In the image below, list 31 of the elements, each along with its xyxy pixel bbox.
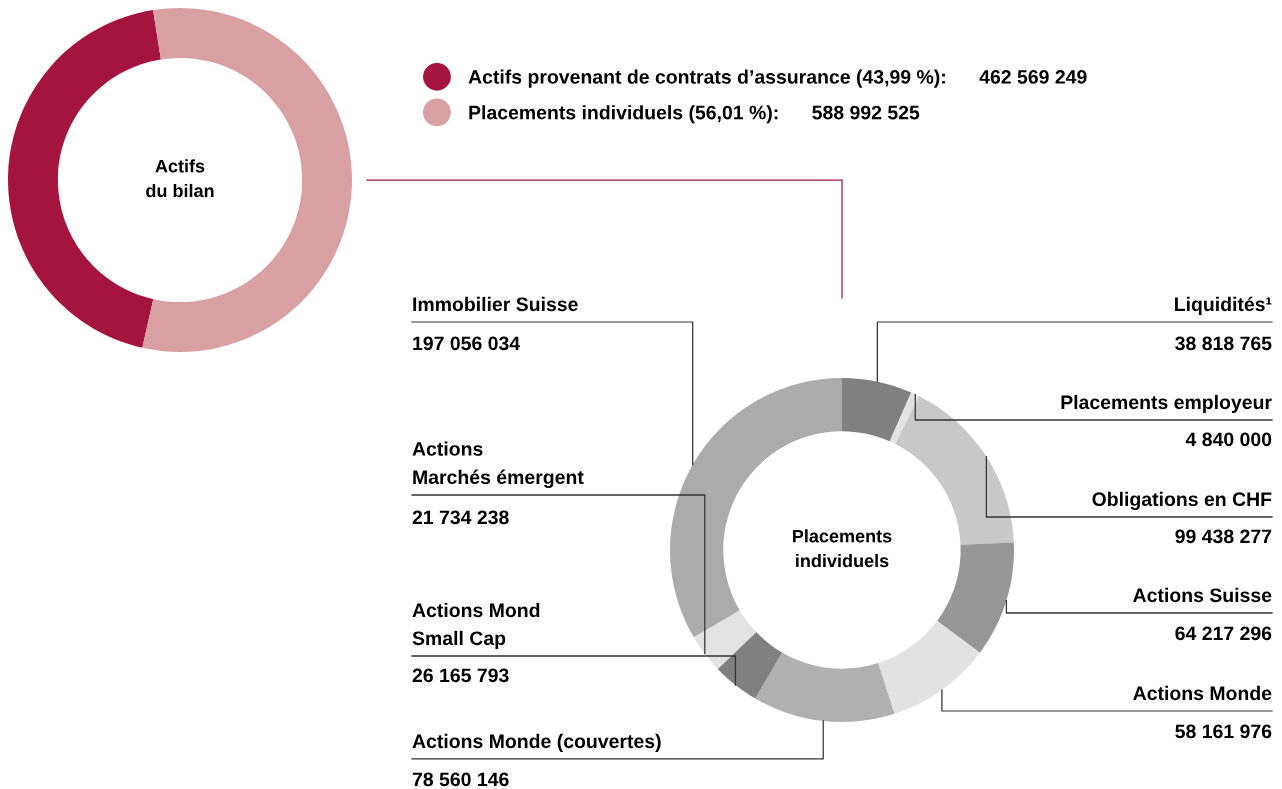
slice-label: Actions Marchés émergent xyxy=(412,441,584,488)
slice-label: Actions Monde xyxy=(1133,685,1272,701)
data-label: 21 734 238 xyxy=(412,510,509,525)
legend-label: Actifs provenant de contrats d’assurance (43,99 %): 462 569 249 xyxy=(468,69,1087,88)
data-label: 197 056 034 xyxy=(413,336,521,351)
text: Placements individuels xyxy=(793,529,892,568)
text: Actifs du bilan xyxy=(146,159,214,198)
legend-label: Placements individuels (56,01 %): 588 992 525 xyxy=(469,105,920,124)
data-label: 58 161 976 xyxy=(1175,724,1272,739)
slice-label: Liquidités¹ xyxy=(1175,296,1272,315)
data-label: 78 560 146 xyxy=(412,772,509,787)
data-label: 4 840 000 xyxy=(1185,432,1272,447)
slice-label: Placements employeur xyxy=(1061,394,1272,413)
data-label: 26 165 793 xyxy=(412,668,509,683)
donut-slice xyxy=(878,620,980,714)
slice-label: Obligations en CHF xyxy=(1092,491,1272,510)
donut-slice xyxy=(937,542,1014,653)
data-label: 64 217 296 xyxy=(1175,626,1272,641)
donut-slice xyxy=(142,8,352,352)
donut-slice xyxy=(717,632,783,699)
slice-label: Immobilier Suisse xyxy=(413,296,578,312)
slice-label: Actions Suisse xyxy=(1133,587,1272,603)
data-label: 38 818 765 xyxy=(1175,336,1272,351)
donut-slice xyxy=(842,378,912,442)
donut-slice xyxy=(895,396,1014,545)
slice-label: Actions Monde (couvertes) xyxy=(412,733,661,752)
data-label: 99 438 277 xyxy=(1175,529,1272,544)
slice-label: Actions Mond Small Cap xyxy=(412,602,540,649)
donut-slice xyxy=(755,652,895,722)
donut-slice xyxy=(693,610,757,669)
donut-slice xyxy=(889,392,920,444)
